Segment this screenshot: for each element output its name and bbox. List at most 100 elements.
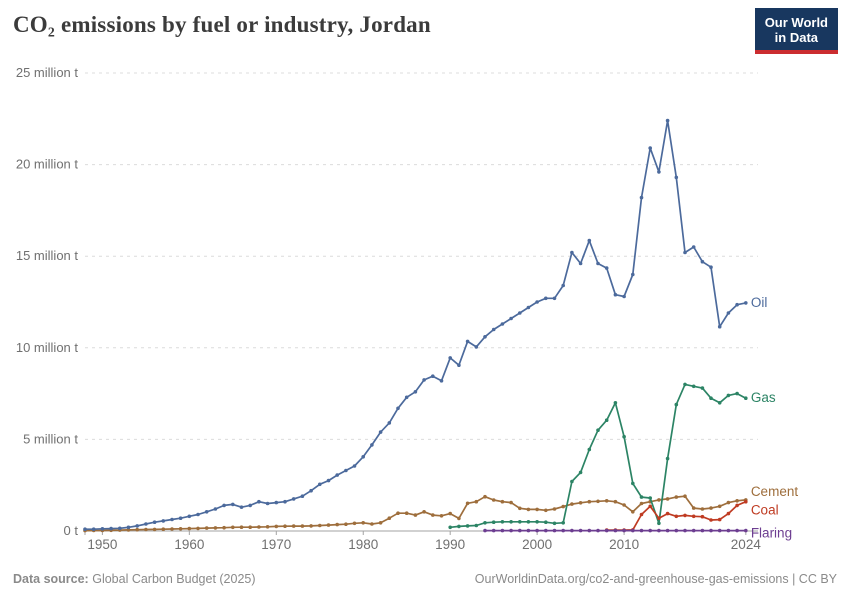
data-point-flaring xyxy=(709,528,713,533)
y-axis-label: 0 t xyxy=(64,523,79,538)
series-end-label-cement: Cement xyxy=(751,484,799,499)
data-point-cement xyxy=(491,498,496,502)
data-point-gas xyxy=(587,447,592,452)
data-point-oil xyxy=(570,250,574,255)
data-point-oil xyxy=(587,238,592,243)
data-point-cement xyxy=(717,504,722,509)
data-point-oil xyxy=(378,430,383,434)
data-point-flaring xyxy=(648,528,652,533)
data-point-flaring xyxy=(552,528,557,533)
data-point-oil xyxy=(596,261,600,266)
data-point-cement xyxy=(344,522,348,526)
data-point-flaring xyxy=(500,528,505,533)
data-point-oil xyxy=(552,296,557,301)
series-line-gas xyxy=(449,383,747,529)
data-point-oil xyxy=(222,503,226,508)
data-point-oil xyxy=(578,261,583,266)
data-point-oil xyxy=(352,464,357,468)
data-point-coal xyxy=(691,514,696,519)
data-point-oil xyxy=(344,468,348,473)
data-point-oil xyxy=(509,316,513,321)
data-point-cement xyxy=(396,511,400,515)
series-end-label-coal: Coal xyxy=(751,503,779,518)
data-point-oil xyxy=(118,526,122,531)
data-point-oil xyxy=(657,170,661,174)
data-point-oil xyxy=(91,527,96,531)
y-axis-label: 20 million t xyxy=(16,157,79,172)
footer: Data source: Global Carbon Budget (2025)… xyxy=(13,572,837,586)
data-point-gas xyxy=(709,396,713,401)
x-axis-label: 1980 xyxy=(348,537,378,552)
owid-logo[interactable]: Our World in Data xyxy=(754,8,838,54)
data-point-oil xyxy=(404,395,409,400)
data-point-cement xyxy=(596,499,600,504)
data-point-oil xyxy=(604,266,609,270)
data-point-oil xyxy=(370,443,374,447)
data-point-oil xyxy=(300,494,305,499)
data-point-gas xyxy=(500,520,505,524)
data-point-flaring xyxy=(587,528,592,533)
data-point-flaring xyxy=(717,528,722,533)
data-point-coal xyxy=(744,499,748,504)
emissions-line-chart: 0 t 5 million t 10 million t 15 million t 20… xyxy=(16,65,799,552)
data-point-gas xyxy=(457,524,461,529)
x-axis-label: 2010 xyxy=(609,537,639,552)
data-point-gas xyxy=(744,396,748,401)
data-point-oil xyxy=(613,292,618,297)
data-point-gas xyxy=(570,479,574,484)
data-point-oil xyxy=(283,499,287,504)
data-point-cement xyxy=(631,510,635,514)
data-point-oil xyxy=(257,499,261,504)
x-axis-label: 2000 xyxy=(522,537,552,552)
data-point-oil xyxy=(335,473,340,477)
data-point-cement xyxy=(578,501,583,505)
data-point-flaring xyxy=(561,528,565,533)
data-point-gas xyxy=(509,520,513,524)
data-point-oil xyxy=(709,265,713,270)
data-point-cement xyxy=(300,524,305,528)
data-point-flaring xyxy=(665,528,670,533)
data-point-oil xyxy=(500,322,505,326)
data-point-cement xyxy=(500,499,505,504)
data-point-gas xyxy=(665,456,670,461)
data-point-oil xyxy=(248,503,252,508)
page-title: CO₂ emissions by fuel or industry, Jorda… xyxy=(13,12,431,37)
data-point-flaring xyxy=(578,528,583,533)
data-point-oil xyxy=(665,118,670,123)
data-point-cement xyxy=(161,527,166,531)
data-point-cement xyxy=(709,506,713,510)
data-point-cement xyxy=(239,525,244,529)
data-point-cement xyxy=(518,506,522,511)
data-point-coal xyxy=(639,512,644,517)
data-point-coal xyxy=(665,511,670,516)
data-point-oil xyxy=(196,512,200,517)
data-point-oil xyxy=(544,296,548,301)
data-point-oil xyxy=(135,524,139,528)
data-point-coal xyxy=(683,513,687,518)
data-point-oil xyxy=(318,482,322,487)
owid-logo-text-line2: in Data xyxy=(774,30,819,45)
data-point-gas xyxy=(631,481,635,486)
data-point-oil xyxy=(691,245,696,249)
data-point-oil xyxy=(735,302,739,307)
data-point-cement xyxy=(291,524,296,528)
data-point-cement xyxy=(587,499,592,504)
series-end-label-oil: Oil xyxy=(751,295,768,310)
data-point-gas xyxy=(683,382,687,387)
data-point-oil xyxy=(622,294,626,299)
data-point-cement xyxy=(187,526,192,531)
attribution-link[interactable]: OurWorldinData.org/co2-and-greenhouse-ga… xyxy=(474,572,837,586)
data-point-cement xyxy=(274,524,279,529)
data-point-gas xyxy=(648,496,652,500)
y-axis-label: 15 million t xyxy=(16,248,79,263)
data-point-oil xyxy=(639,195,644,200)
data-point-oil xyxy=(213,507,218,511)
x-axis-label: 2024 xyxy=(731,537,762,552)
x-axis-label: 1970 xyxy=(261,537,291,552)
data-point-oil xyxy=(413,390,418,394)
data-point-cement xyxy=(318,523,322,528)
data-point-cement xyxy=(222,525,226,530)
data-point-gas xyxy=(613,401,618,405)
data-point-gas xyxy=(674,402,679,407)
